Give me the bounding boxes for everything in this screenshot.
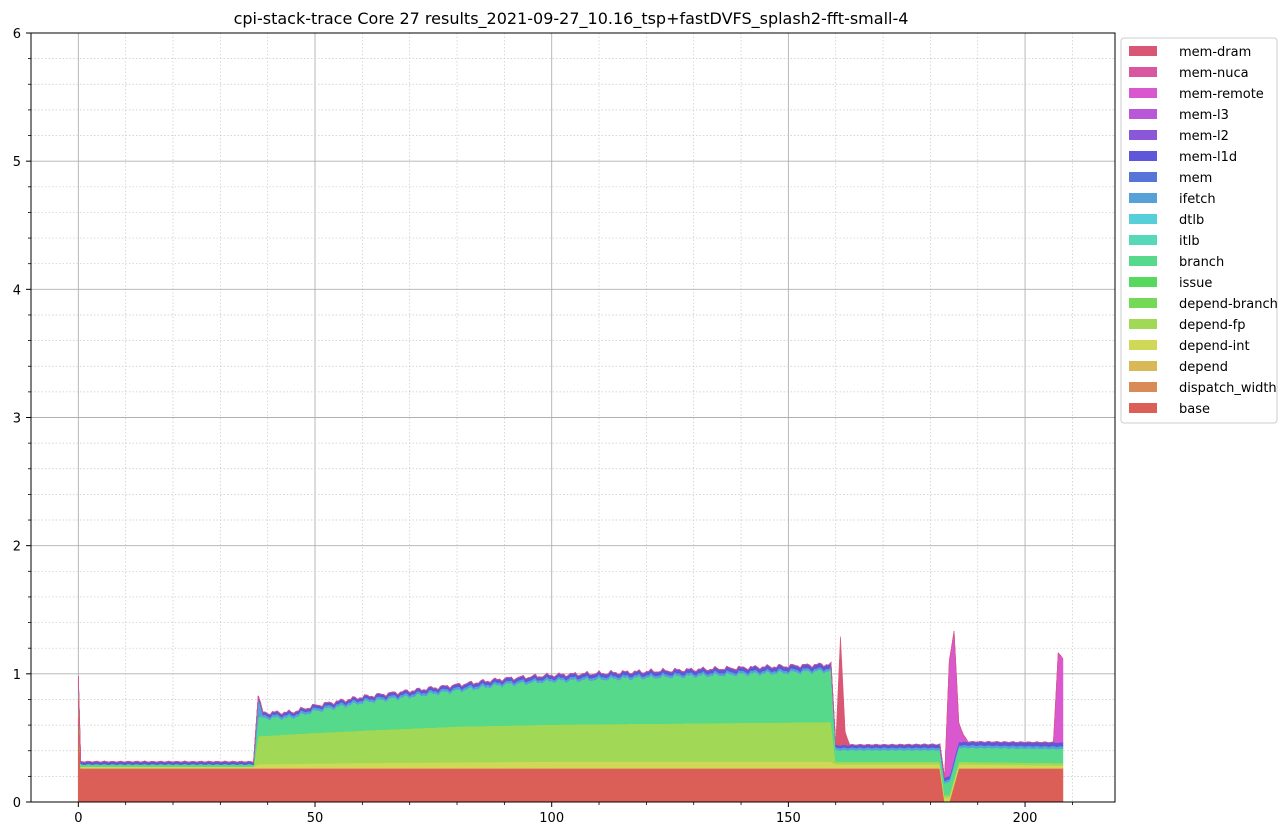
y-tick-label: 0 — [13, 796, 21, 811]
legend-label-base: base — [1179, 402, 1210, 417]
area-mem-dram — [78, 631, 1064, 778]
legend-swatch-depend — [1129, 361, 1157, 371]
legend-label-branch: branch — [1179, 255, 1224, 270]
legend-label-dtlb: dtlb — [1179, 213, 1204, 228]
legend-label-mem-remote: mem-remote — [1179, 87, 1264, 102]
legend-label-mem-l3: mem-l3 — [1179, 108, 1229, 123]
legend-label-dispatch_width: dispatch_width — [1179, 381, 1277, 396]
legend-swatch-dispatch_width — [1129, 382, 1157, 392]
legend-swatch-ifetch — [1129, 193, 1157, 203]
y-tick-label: 1 — [13, 668, 21, 683]
legend-swatch-base — [1129, 403, 1157, 413]
legend-label-itlb: itlb — [1179, 234, 1200, 249]
y-tick-label: 2 — [13, 540, 21, 555]
legend-label-depend: depend — [1179, 360, 1228, 375]
y-tick-label: 5 — [13, 155, 21, 170]
legend-swatch-mem-nuca — [1129, 67, 1157, 77]
legend-label-mem: mem — [1179, 171, 1212, 186]
legend-box — [1120, 37, 1278, 424]
x-tick-label: 150 — [776, 811, 801, 826]
y-tick-label: 6 — [13, 27, 21, 42]
legend-label-depend-branch: depend-branch — [1179, 297, 1278, 312]
chart-title: cpi-stack-trace Core 27 results_2021-09-… — [234, 9, 909, 29]
legend-swatch-mem-remote — [1129, 88, 1157, 98]
legend-swatch-branch — [1129, 256, 1157, 266]
y-tick-label: 4 — [13, 283, 21, 298]
legend-label-ifetch: ifetch — [1179, 192, 1216, 207]
legend-swatch-dtlb — [1129, 214, 1157, 224]
legend-swatch-mem — [1129, 172, 1157, 182]
stacked-areas — [78, 631, 1064, 803]
legend-swatch-depend-int — [1129, 340, 1157, 350]
legend-swatch-mem-l2 — [1129, 130, 1157, 140]
x-tick-label: 100 — [539, 811, 564, 826]
legend-swatch-depend-branch — [1129, 298, 1157, 308]
legend-label-mem-l2: mem-l2 — [1179, 129, 1229, 144]
legend-label-mem-l1d: mem-l1d — [1179, 150, 1237, 165]
legend-swatch-mem-dram — [1129, 46, 1157, 56]
legend-swatch-mem-l1d — [1129, 151, 1157, 161]
legend-swatch-mem-l3 — [1129, 109, 1157, 119]
legend-swatch-itlb — [1129, 235, 1157, 245]
legend-label-depend-int: depend-int — [1179, 339, 1250, 354]
legend-swatch-depend-fp — [1129, 319, 1157, 329]
legend-swatch-issue — [1129, 277, 1157, 287]
x-tick-label: 0 — [74, 811, 82, 826]
x-tick-label: 200 — [1013, 811, 1038, 826]
axis-ticks: 0 50 100 150 200 0 1 2 3 4 5 6 — [13, 27, 1073, 826]
x-tick-label: 50 — [307, 811, 324, 826]
legend-label-mem-nuca: mem-nuca — [1179, 66, 1249, 81]
legend-label-mem-dram: mem-dram — [1179, 45, 1251, 60]
legend: mem-dram mem-nuca mem-remote mem-l3 mem-l2 me… — [1120, 37, 1278, 424]
legend-label-issue: issue — [1179, 276, 1212, 291]
y-tick-label: 3 — [13, 412, 21, 427]
legend-label-depend-fp: depend-fp — [1179, 318, 1246, 333]
